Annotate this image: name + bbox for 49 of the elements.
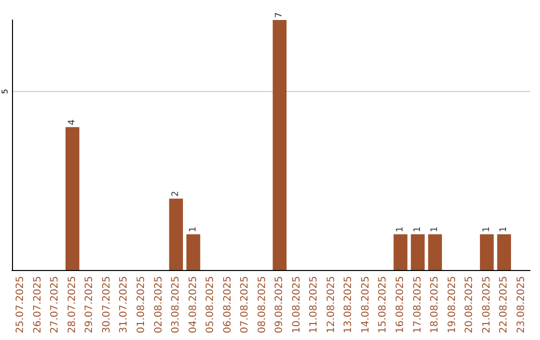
x-tick-label: 19.08.2025 xyxy=(446,276,458,334)
x-tick-label: 12.08.2025 xyxy=(326,276,337,334)
x-tick-label: 22.08.2025 xyxy=(498,276,510,334)
x-tick-label: 10.08.2025 xyxy=(291,276,302,334)
bar xyxy=(169,198,183,270)
bar xyxy=(410,234,425,270)
x-tick-label: 21.08.2025 xyxy=(481,276,492,334)
bar xyxy=(480,234,494,270)
bar xyxy=(272,20,287,270)
data-label: 1 xyxy=(396,226,406,232)
x-tick-label: 11.08.2025 xyxy=(308,276,320,334)
x-tick-label: 05.08.2025 xyxy=(205,276,216,334)
bar xyxy=(394,234,408,270)
x-tick-label: 28.07.2025 xyxy=(66,276,78,334)
x-tick-label: 20.08.2025 xyxy=(464,276,476,334)
x-tick-label: 01.08.2025 xyxy=(136,276,147,334)
data-label: 1 xyxy=(412,226,423,232)
data-label: 1 xyxy=(482,226,492,232)
data-label: 1 xyxy=(499,226,510,232)
x-tick-label: 03.08.2025 xyxy=(170,276,182,334)
bar xyxy=(66,127,80,270)
data-label: 7 xyxy=(274,12,285,18)
x-tick-label: 31.07.2025 xyxy=(118,276,130,334)
bar xyxy=(497,234,512,270)
x-tick-label: 18.08.2025 xyxy=(430,276,441,334)
x-tick-label: 17.08.2025 xyxy=(412,276,424,334)
x-tick-label: 08.08.2025 xyxy=(256,276,268,334)
data-label: 4 xyxy=(67,119,78,126)
data-label: 1 xyxy=(430,226,440,232)
x-tick-label: 29.07.2025 xyxy=(84,276,96,334)
x-tick-label: 23.08.2025 xyxy=(516,276,527,334)
bar xyxy=(428,234,442,270)
x-tick-label: 27.07.2025 xyxy=(50,276,61,334)
bar xyxy=(186,234,200,270)
x-tick-label: 30.07.2025 xyxy=(101,276,112,334)
x-tick-label: 04.08.2025 xyxy=(188,276,199,334)
x-tick-label: 09.08.2025 xyxy=(274,276,286,334)
x-tick-label: 06.08.2025 xyxy=(222,276,234,334)
data-label: 1 xyxy=(188,226,198,232)
x-tick-label: 16.08.2025 xyxy=(395,276,406,334)
x-tick-label: 02.08.2025 xyxy=(153,276,164,334)
data-label: 2 xyxy=(171,190,182,197)
x-tick-label: 07.08.2025 xyxy=(240,276,251,334)
x-tick-label: 14.08.2025 xyxy=(360,276,372,334)
x-tick-label: 25.07.2025 xyxy=(15,276,26,334)
y-tick-label: 5 xyxy=(0,88,10,94)
x-tick-label: 13.08.2025 xyxy=(343,276,354,334)
x-tick-label: 26.07.2025 xyxy=(32,276,44,334)
x-tick-label: 15.08.2025 xyxy=(378,276,389,334)
